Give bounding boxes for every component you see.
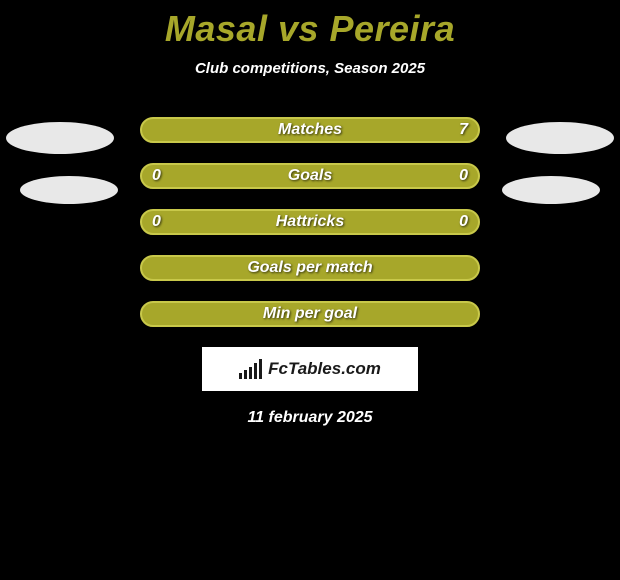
logo-text: FcTables.com — [268, 359, 381, 379]
bar-chart-icon — [239, 359, 262, 379]
subtitle: Club competitions, Season 2025 — [0, 60, 620, 77]
stat-label: Goals per match — [140, 259, 480, 277]
stat-row-min-per-goal: Min per goal — [140, 301, 480, 327]
page-title: Masal vs Pereira — [0, 0, 620, 50]
stat-label: Goals — [140, 167, 480, 185]
stat-row-goals: 0 Goals 0 — [140, 163, 480, 189]
player-left-silhouette-top — [6, 122, 114, 154]
stat-value-right: 0 — [459, 167, 468, 185]
player-right-silhouette-bottom — [502, 176, 600, 204]
stat-row-goals-per-match: Goals per match — [140, 255, 480, 281]
date: 11 february 2025 — [0, 409, 620, 427]
player-right-silhouette-top — [506, 122, 614, 154]
stat-row-hattricks: 0 Hattricks 0 — [140, 209, 480, 235]
stat-label: Hattricks — [140, 213, 480, 231]
stat-row-matches: Matches 7 — [140, 117, 480, 143]
stat-label: Min per goal — [140, 305, 480, 323]
stat-value-right: 7 — [459, 121, 468, 139]
stat-value-right: 0 — [459, 213, 468, 231]
stat-label: Matches — [140, 121, 480, 139]
player-left-silhouette-bottom — [20, 176, 118, 204]
logo: FcTables.com — [202, 347, 418, 391]
